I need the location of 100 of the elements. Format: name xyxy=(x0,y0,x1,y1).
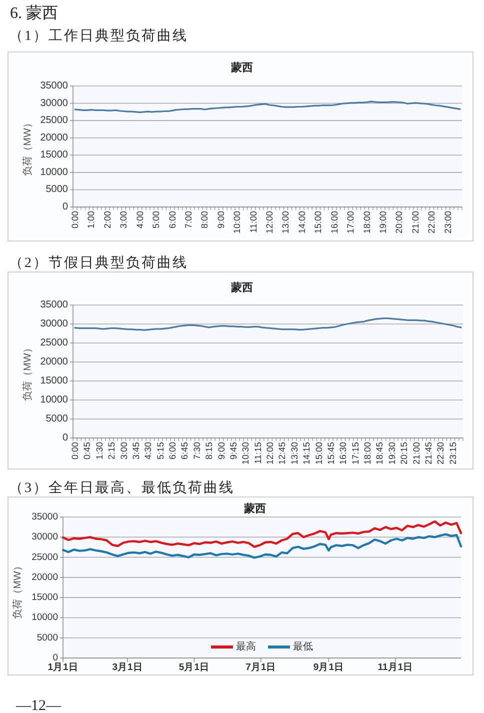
x-tick-label: 8:15 xyxy=(204,442,214,460)
x-tick-label: 18:00 xyxy=(362,211,372,234)
x-tick-label: 1月1日 xyxy=(48,662,78,673)
x-tick-label: 21:45 xyxy=(423,442,434,465)
y-tick-label: 20000 xyxy=(40,356,68,368)
x-tick-label: 18:45 xyxy=(374,442,385,465)
line-series xyxy=(62,520,462,548)
x-tick-label: 2:00 xyxy=(102,211,112,229)
x-tick-label: 23:00 xyxy=(442,211,453,234)
chart-subtitle: （1）工作日典型负荷曲线 xyxy=(9,28,188,44)
y-tick-label: 25000 xyxy=(40,115,68,126)
x-tick-label: 11月1日 xyxy=(378,662,414,673)
x-tick-label: 0:00 xyxy=(70,442,80,460)
x-tick-label: 3月1日 xyxy=(112,662,143,673)
x-tick-label: 7月1日 xyxy=(246,662,276,673)
x-tick-label: 23:15 xyxy=(448,442,458,465)
y-tick-label: 15000 xyxy=(40,150,68,161)
y-tick-label: 30000 xyxy=(40,318,68,330)
x-tick-label: 3:00 xyxy=(118,442,129,460)
x-tick-label: 9:00 xyxy=(216,211,226,229)
x-tick-label: 20:00 xyxy=(394,211,404,234)
line-series xyxy=(62,533,462,559)
y-tick-label: 15000 xyxy=(40,376,68,386)
x-tick-label: 6:00 xyxy=(167,211,178,229)
x-tick-label: 6:00 xyxy=(168,442,178,460)
x-tick-label: 12:00 xyxy=(264,211,275,234)
x-tick-label: 11:15 xyxy=(252,442,263,464)
y-tick-label: 20000 xyxy=(40,132,68,144)
x-tick-label: 16:00 xyxy=(329,211,340,234)
chart-title: 蒙西 xyxy=(243,502,266,515)
x-tick-label: 10:00 xyxy=(232,211,242,234)
x-tick-label: 5:15 xyxy=(155,442,166,460)
x-tick-label: 5月1日 xyxy=(178,662,210,673)
x-tick-label: 17:15 xyxy=(350,442,360,465)
x-tick-label: 15:00 xyxy=(314,442,324,465)
x-tick-label: 2:15 xyxy=(106,442,117,460)
y-tick-label: 0 xyxy=(52,652,58,664)
x-tick-label: 19:30 xyxy=(386,442,397,465)
y-tick-label: 30000 xyxy=(32,532,58,543)
x-tick-label: 7:30 xyxy=(192,442,202,460)
x-tick-label: 0:45 xyxy=(82,442,92,460)
x-tick-label: 3:00 xyxy=(118,211,129,229)
x-tick-label: 15:00 xyxy=(313,211,324,234)
x-tick-label: 12:45 xyxy=(277,442,288,465)
line-series xyxy=(74,100,461,114)
y-tick-label: 5000 xyxy=(46,184,68,196)
chart-title: 蒙西 xyxy=(230,61,253,74)
x-tick-label: 11:00 xyxy=(248,211,258,233)
x-tick-label: 12:00 xyxy=(265,442,276,465)
x-tick-label: 19:00 xyxy=(378,211,388,234)
chart-subtitle: （2）节假日典型负荷曲线 xyxy=(9,255,188,271)
x-tick-label: 4:00 xyxy=(134,211,145,229)
y-axis-title: 负荷（MW） xyxy=(22,118,34,176)
x-tick-label: 10:30 xyxy=(240,442,251,465)
x-tick-label: 7:00 xyxy=(183,211,194,229)
y-tick-label: 5000 xyxy=(46,414,68,424)
y-tick-label: 10000 xyxy=(32,612,58,624)
x-tick-label: 14:15 xyxy=(302,442,312,465)
x-tick-label: 1:30 xyxy=(94,442,104,460)
y-tick-label: 35000 xyxy=(40,80,68,92)
x-tick-label: 9月1日 xyxy=(313,662,344,673)
y-tick-label: 10000 xyxy=(40,166,68,178)
x-tick-label: 13:30 xyxy=(289,442,300,465)
text: 6. 蒙西 xyxy=(10,4,58,22)
x-tick-label: 17:00 xyxy=(346,211,356,234)
x-tick-label: 15:45 xyxy=(326,442,336,465)
y-tick-label: 25000 xyxy=(40,338,68,348)
legend-label: 最低 xyxy=(293,642,313,652)
x-tick-label: 6:45 xyxy=(180,442,190,460)
x-tick-label: 16:30 xyxy=(338,442,348,465)
x-tick-label: 5:00 xyxy=(151,211,162,229)
x-tick-label: 18:00 xyxy=(362,442,373,465)
y-tick-label: 20000 xyxy=(32,572,58,583)
x-tick-label: 3:45 xyxy=(130,442,141,460)
line-series xyxy=(74,318,462,331)
x-tick-label: 20:15 xyxy=(399,442,410,465)
y-tick-label: 0 xyxy=(62,202,68,212)
chart-title: 蒙西 xyxy=(230,281,253,294)
x-tick-label: 21:00 xyxy=(410,211,420,234)
x-tick-label: 9:00 xyxy=(216,442,226,460)
y-tick-label: 5000 xyxy=(36,632,58,644)
x-tick-label: 21:00 xyxy=(411,442,422,465)
x-tick-label: 8:00 xyxy=(200,211,210,229)
x-tick-label: 0:00 xyxy=(70,211,80,229)
y-tick-label: 15000 xyxy=(32,592,58,604)
y-tick-label: 10000 xyxy=(40,394,68,406)
y-axis-title: 负荷（MW） xyxy=(12,561,24,619)
y-tick-label: 25000 xyxy=(32,552,58,563)
text: —12— xyxy=(15,698,62,713)
y-tick-label: 35000 xyxy=(32,512,58,522)
x-tick-label: 13:00 xyxy=(280,211,291,234)
y-tick-label: 30000 xyxy=(40,98,68,109)
x-tick-label: 4:30 xyxy=(143,442,154,460)
x-tick-label: 22:30 xyxy=(436,442,446,465)
y-tick-label: 35000 xyxy=(40,300,68,310)
legend-label: 最高 xyxy=(236,640,256,652)
x-tick-label: 1:00 xyxy=(86,211,96,229)
x-tick-label: 9:45 xyxy=(228,442,238,460)
x-tick-label: 14:00 xyxy=(296,211,307,234)
y-tick-label: 0 xyxy=(62,432,68,444)
